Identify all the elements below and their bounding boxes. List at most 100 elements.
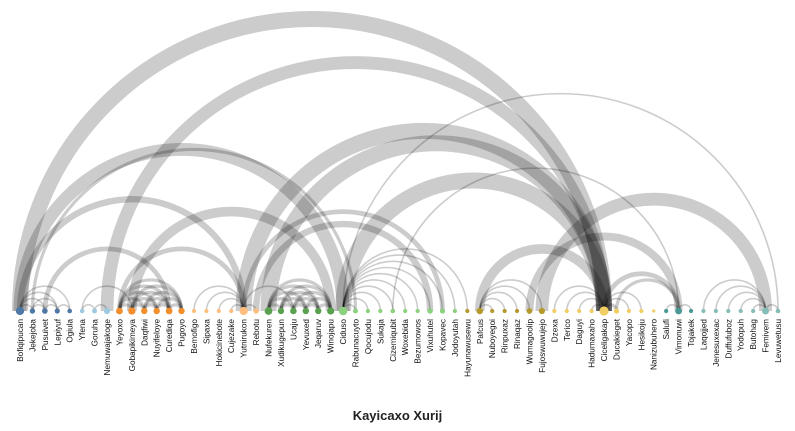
node-marker[interactable] — [79, 308, 85, 314]
node-marker[interactable] — [327, 307, 335, 315]
node-label: Butohag — [749, 319, 758, 350]
node-label: Vimonuwi — [675, 319, 684, 355]
node-label: Lepiyuf — [53, 318, 62, 345]
node-marker[interactable] — [42, 308, 48, 314]
node-marker[interactable] — [54, 308, 60, 314]
node-label: Yodopuh — [737, 319, 746, 351]
node-marker[interactable] — [191, 308, 197, 314]
node-marker[interactable] — [128, 307, 136, 315]
node-marker[interactable] — [762, 307, 770, 315]
link-arc — [342, 92, 779, 312]
node-marker[interactable] — [229, 308, 234, 314]
node-label: Nufekuren — [265, 319, 274, 357]
node-marker[interactable] — [403, 308, 408, 314]
node-marker[interactable] — [353, 308, 358, 314]
link-arc — [16, 195, 247, 312]
node-marker[interactable] — [427, 308, 433, 314]
link-arc — [260, 135, 613, 312]
node-marker[interactable] — [514, 308, 520, 314]
node-label: Qocujodu — [364, 319, 373, 354]
node-marker[interactable] — [502, 308, 507, 314]
node-marker[interactable] — [390, 308, 396, 314]
node-marker[interactable] — [253, 308, 259, 314]
node-marker[interactable] — [415, 308, 420, 314]
node-marker[interactable] — [29, 308, 36, 314]
node-marker[interactable] — [538, 307, 546, 315]
node-marker[interactable] — [713, 308, 718, 314]
node-marker[interactable] — [626, 308, 631, 314]
node-marker[interactable] — [365, 308, 371, 314]
node-label: Woxebida — [401, 319, 410, 356]
node-marker[interactable] — [165, 307, 173, 315]
link-arc — [391, 167, 680, 312]
link-arc — [601, 271, 681, 312]
link-arc — [279, 297, 308, 312]
link-arc — [702, 279, 767, 312]
node-marker[interactable] — [103, 307, 111, 315]
link-arc — [42, 246, 172, 312]
links-layer — [12, 11, 779, 312]
node-label: Yutnirukon — [240, 319, 249, 358]
node-marker[interactable] — [264, 307, 273, 315]
node-marker[interactable] — [688, 308, 694, 314]
link-arc — [279, 290, 320, 312]
node-label: Duffufuboz — [724, 319, 733, 358]
node-label: Pusuivet — [41, 318, 50, 350]
node-marker[interactable] — [564, 308, 569, 314]
node-marker[interactable] — [589, 308, 594, 314]
node-label: Ciceligakap — [600, 319, 609, 362]
node-marker[interactable] — [216, 308, 221, 314]
node-marker[interactable] — [141, 307, 148, 315]
node-label: Tojakek — [687, 318, 696, 347]
link-arc — [342, 254, 456, 312]
node-marker[interactable] — [315, 307, 322, 315]
node-marker[interactable] — [526, 308, 533, 314]
node-marker[interactable] — [439, 308, 446, 314]
node-marker[interactable] — [613, 308, 620, 314]
node-marker[interactable] — [153, 307, 160, 315]
node-marker[interactable] — [664, 308, 669, 314]
node-label: Jenesuxexac — [712, 319, 721, 367]
node-marker[interactable] — [599, 306, 609, 316]
node-marker[interactable] — [751, 308, 756, 314]
node-marker[interactable] — [302, 307, 309, 315]
node-marker[interactable] — [338, 306, 348, 316]
link-arc — [117, 278, 184, 312]
node-marker[interactable] — [378, 308, 383, 314]
node-marker[interactable] — [239, 306, 248, 316]
node-marker[interactable] — [476, 307, 484, 315]
node-marker[interactable] — [290, 307, 297, 315]
link-arc — [342, 260, 444, 312]
node-marker[interactable] — [552, 308, 557, 314]
node-marker[interactable] — [639, 308, 644, 314]
node-marker[interactable] — [67, 308, 73, 314]
node-marker[interactable] — [775, 308, 781, 314]
node-label: Levuwetusu — [774, 319, 783, 363]
node-marker[interactable] — [452, 308, 458, 314]
node-marker[interactable] — [738, 308, 743, 314]
node-marker[interactable] — [490, 308, 495, 314]
node-label: Cujezake — [227, 319, 236, 354]
node-label: Gobapikimeya — [128, 319, 137, 372]
node-marker[interactable] — [15, 306, 25, 316]
link-arc — [614, 278, 681, 312]
node-marker[interactable] — [701, 308, 706, 314]
node-label: Nemuwajakoge — [103, 319, 112, 376]
node-marker[interactable] — [116, 307, 123, 315]
node-label: Yfena — [78, 319, 87, 341]
node-label: Yacopo — [625, 319, 634, 347]
link-arc — [335, 172, 613, 312]
node-marker[interactable] — [204, 308, 209, 314]
node-marker[interactable] — [726, 308, 731, 314]
node-marker[interactable] — [675, 307, 682, 315]
node-marker[interactable] — [652, 309, 656, 313]
node-marker[interactable] — [92, 308, 98, 314]
node-marker[interactable] — [465, 308, 470, 314]
node-marker[interactable] — [577, 308, 582, 314]
link-arc — [252, 220, 434, 312]
node-marker[interactable] — [178, 307, 185, 315]
node-marker[interactable] — [277, 307, 285, 315]
link-arc — [342, 279, 407, 312]
node-label: Jodoyutah — [451, 319, 460, 357]
